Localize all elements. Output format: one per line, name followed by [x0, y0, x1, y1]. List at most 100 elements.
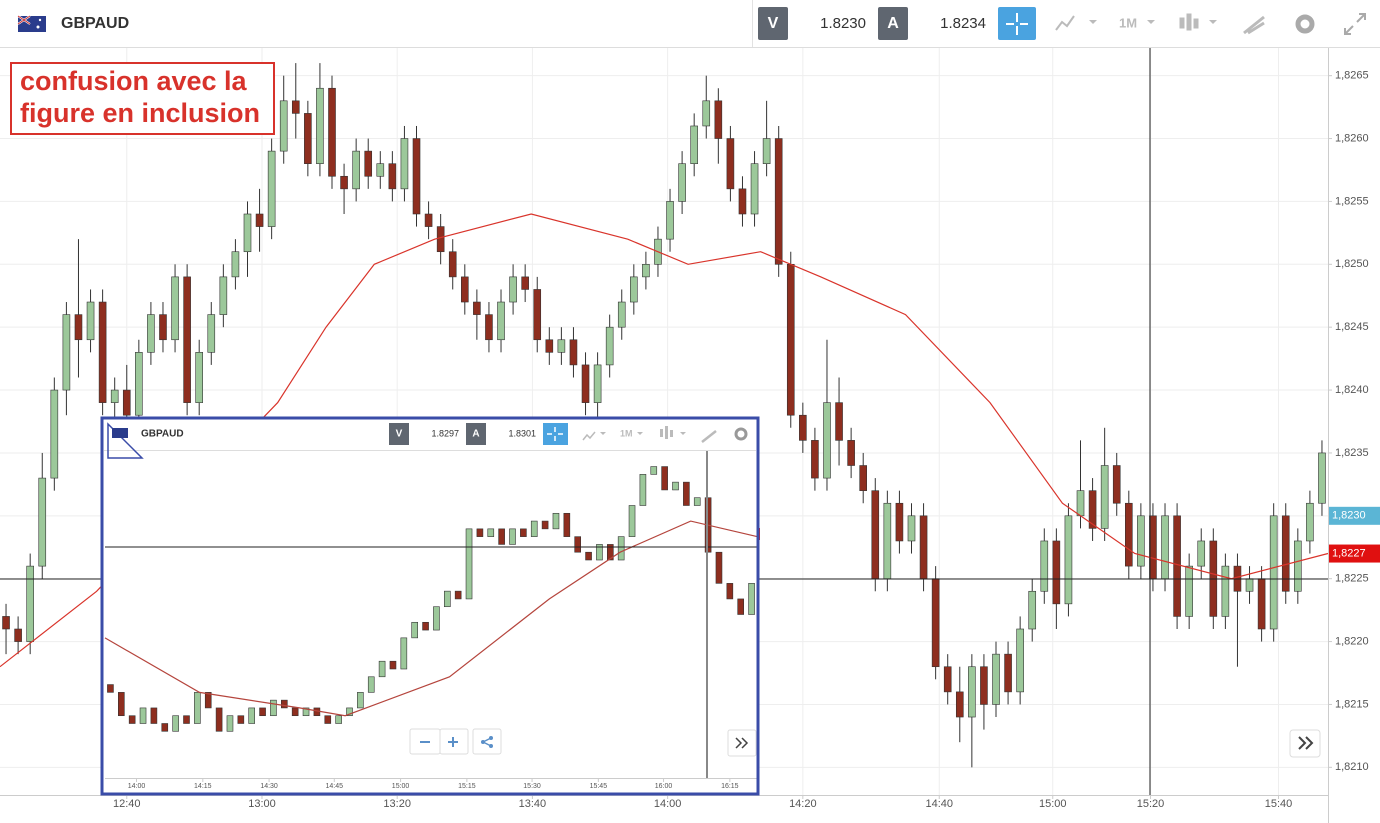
candle-body — [545, 339, 554, 353]
candle-body — [460, 276, 469, 303]
candle-body — [411, 621, 419, 639]
x-tick-label: 15:00 — [392, 783, 410, 790]
candle-body — [237, 715, 245, 724]
candle-body — [118, 692, 125, 717]
candle-body — [1294, 540, 1302, 592]
share[interactable] — [472, 728, 502, 755]
x-tick-label: 13:40 — [519, 798, 547, 810]
candle-body — [1281, 515, 1290, 592]
candle-body — [980, 666, 988, 705]
inset-ask-label: A — [472, 429, 479, 440]
inset-corner — [107, 422, 144, 459]
bid-button[interactable] — [758, 7, 788, 40]
candle-body — [1004, 653, 1012, 693]
x-tick-label: 14:20 — [789, 798, 817, 810]
x-tick-label: 15:30 — [523, 783, 541, 790]
annotation: confusion avec la — [20, 66, 248, 96]
annotation: figure en inclusion — [20, 98, 260, 128]
candle-body — [617, 301, 626, 328]
divider — [752, 0, 753, 47]
candle-body — [726, 583, 734, 600]
candle-body — [786, 264, 795, 416]
inset-timeframe[interactable]: 1M — [620, 428, 633, 438]
candle-body — [931, 578, 940, 668]
x-tick-label: 15:40 — [1265, 798, 1293, 810]
bid-price: 1.8230 — [820, 15, 866, 32]
candle-body — [596, 544, 603, 561]
symbol: GBPAUD — [61, 15, 129, 32]
candle-body — [574, 536, 582, 553]
y-tick-label: 1,8255 — [1335, 195, 1369, 207]
candle-body — [422, 621, 429, 631]
candle-body — [26, 565, 34, 642]
candle-body — [376, 163, 385, 177]
inset-bid-label: V — [396, 429, 403, 440]
x-tick-label: 14:00 — [128, 783, 146, 790]
inset-zoom-controls — [409, 728, 757, 757]
candle-body — [859, 465, 868, 491]
candle-body — [2, 616, 10, 630]
ask-button[interactable] — [878, 7, 908, 40]
candle-body — [666, 201, 674, 240]
candle-body — [605, 326, 614, 366]
candle-body — [1161, 515, 1169, 579]
y-tick-label: 1,8225 — [1335, 573, 1369, 585]
moving-average — [104, 520, 758, 717]
moving-average — [0, 213, 1329, 668]
candle-body — [642, 264, 650, 278]
x-tick-label: 14:45 — [326, 783, 344, 790]
axes: 1,8210 1,8215 1,8220 1,8225 1,8230 1,8235 1,82… — [113, 70, 1380, 810]
candle-body — [86, 301, 95, 341]
candle-body — [204, 692, 212, 709]
flag — [17, 15, 46, 32]
candle-body — [799, 414, 807, 441]
candle-body — [215, 707, 223, 732]
candle-body — [448, 251, 457, 278]
candle-body — [552, 512, 560, 530]
y-tick-label: 1,8245 — [1335, 321, 1369, 333]
candle-body — [183, 276, 191, 403]
inset-ask-button[interactable] — [466, 423, 486, 445]
candle-body — [476, 528, 484, 537]
x-tick-label: 13:20 — [383, 798, 411, 810]
x-tick-label: 15:20 — [1137, 798, 1165, 810]
candle-body — [194, 692, 201, 724]
candle-body — [1173, 515, 1181, 617]
candle-body — [1064, 515, 1073, 605]
crosshair-button[interactable] — [998, 7, 1036, 40]
candle-body — [1076, 490, 1085, 517]
candle-body — [811, 440, 819, 479]
timeframe[interactable]: 1M — [1119, 15, 1137, 30]
candle-body — [992, 653, 1000, 705]
x-tick-label: 13:00 — [248, 798, 276, 810]
candle-body — [702, 100, 711, 127]
candle-body — [255, 213, 264, 227]
inset-crosshair-button[interactable] — [543, 423, 568, 445]
ask-label: A — [887, 15, 899, 32]
candle-body — [762, 138, 771, 164]
inset-bid-button[interactable] — [389, 423, 409, 445]
inset-crosshair-icon — [547, 427, 563, 441]
candle-body — [436, 226, 445, 253]
candle-body — [98, 301, 107, 403]
y-tick-label: 1,8260 — [1335, 132, 1369, 144]
candle-body — [433, 606, 440, 631]
candle-body — [424, 213, 433, 227]
x-tick-label: 15:00 — [1039, 798, 1067, 810]
candle-body — [1185, 565, 1193, 617]
candle-body — [328, 87, 336, 177]
candle-body — [943, 666, 952, 693]
candle-body — [388, 163, 397, 190]
candle-body — [1016, 628, 1024, 693]
inset-toolbar — [104, 420, 756, 450]
candle-body — [135, 352, 143, 416]
annotation-box — [10, 62, 275, 135]
candle-body — [1112, 465, 1121, 504]
price-marker-label: 1,8230 — [1332, 510, 1366, 522]
candle-body — [367, 676, 375, 693]
candle-body — [1245, 578, 1254, 592]
candle-body — [521, 276, 529, 290]
candle-body — [955, 691, 964, 718]
x-tick-label: 14:40 — [925, 798, 953, 810]
